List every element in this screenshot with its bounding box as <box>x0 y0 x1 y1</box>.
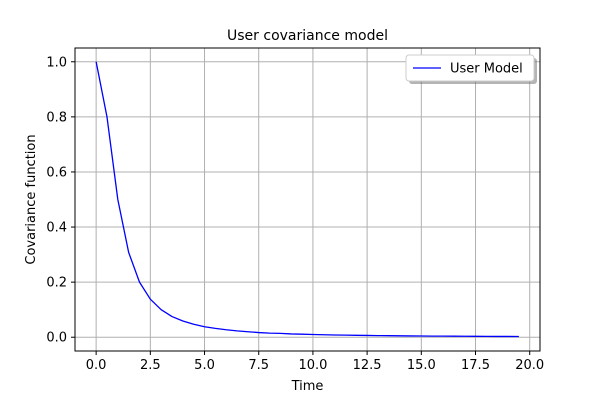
y-tick-label: 1.0 <box>46 55 67 70</box>
x-tick-label: 0.0 <box>86 358 107 373</box>
y-tick-label: 0.2 <box>46 276 67 291</box>
series-layer <box>95 61 519 338</box>
x-tick-label: 10.0 <box>298 358 327 373</box>
y-tick-label: 0.6 <box>46 165 67 180</box>
x-tick-label: 2.5 <box>140 358 161 373</box>
legend-label-user-model: User Model <box>450 62 523 77</box>
legend: User Model <box>405 54 537 84</box>
y-axis-ticks: 0.0 0.2 0.4 0.6 0.8 1.0 <box>46 55 75 346</box>
x-tick-label: 5.0 <box>194 358 215 373</box>
y-tick-label: 0.0 <box>46 331 67 346</box>
x-tick-label: 20.0 <box>515 358 544 373</box>
x-axis-ticks: 0.0 2.5 5.0 7.5 10.0 12.5 15.0 17.5 20.0 <box>86 351 544 373</box>
x-axis-label: Time <box>291 379 324 394</box>
x-tick-label: 7.5 <box>248 358 269 373</box>
y-tick-label: 0.8 <box>46 110 67 125</box>
y-tick-label: 0.4 <box>46 221 67 236</box>
x-tick-label: 12.5 <box>353 358 382 373</box>
y-axis-label: Covariance function <box>24 134 39 264</box>
x-tick-label: 15.0 <box>407 358 436 373</box>
plot-frame <box>74 47 541 352</box>
x-tick-label: 17.5 <box>461 358 490 373</box>
legend-box <box>405 54 535 82</box>
series-line-user-model <box>95 61 519 338</box>
chart-title: User covariance model <box>227 28 388 44</box>
grid-lines <box>75 48 540 351</box>
